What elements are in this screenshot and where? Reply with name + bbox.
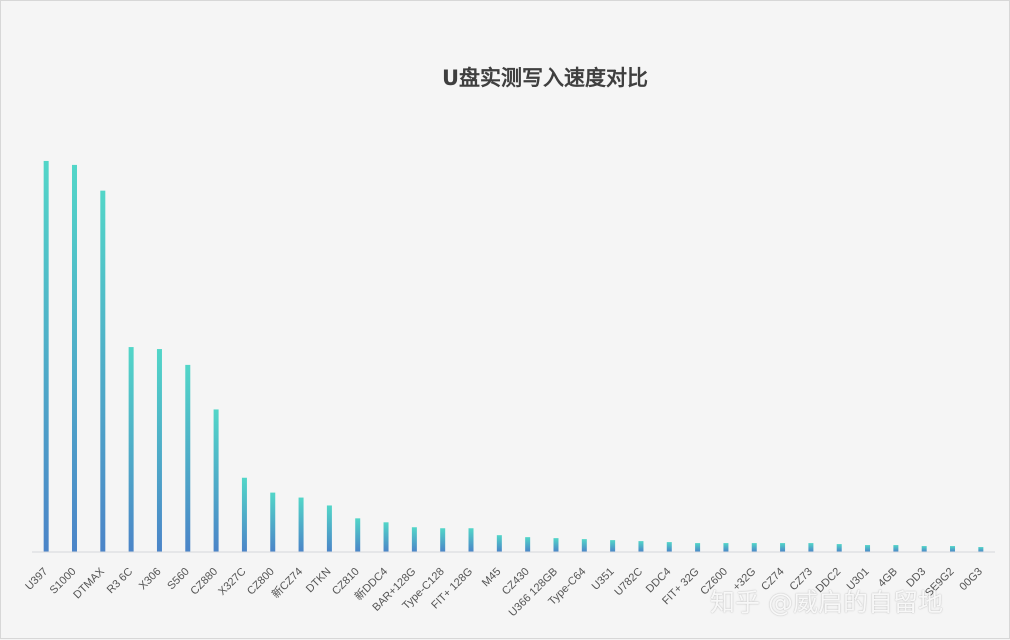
- bar-27: [808, 543, 814, 552]
- x-tick-label-32: SE9G2: [923, 566, 957, 600]
- x-tick-label-9: 新CZ74: [268, 564, 305, 601]
- x-tick-label-25: +32G: [731, 566, 759, 594]
- chart-title: U盘实测写入速度对比: [442, 66, 648, 90]
- bar-13: [411, 527, 417, 552]
- bar-11: [355, 518, 361, 552]
- bar-18: [553, 538, 559, 552]
- bar-23: [695, 543, 701, 552]
- bar-17: [525, 537, 531, 552]
- x-tick-label-2: DTMAX: [71, 565, 107, 601]
- x-tick-label-24: CZ600: [698, 566, 730, 598]
- x-tick-label-27: CZ73: [788, 566, 816, 594]
- bar-3: [128, 347, 134, 552]
- bar-30: [893, 545, 899, 552]
- x-tick-label-21: U782C: [612, 566, 645, 599]
- bar-32: [950, 546, 956, 552]
- bar-16: [496, 535, 502, 552]
- bar-28: [836, 544, 842, 552]
- bar-2: [100, 190, 106, 552]
- bar-series: [43, 160, 984, 552]
- bar-7: [241, 477, 247, 552]
- bar-6: [213, 409, 219, 552]
- bar-19: [581, 539, 587, 552]
- bar-12: [383, 522, 389, 552]
- x-tick-label-33: 00G3: [957, 566, 985, 594]
- x-tick-label-31: DD3: [904, 566, 928, 590]
- bar-25: [751, 543, 757, 552]
- x-tick-label-26: CZ74: [759, 566, 787, 594]
- bar-9: [298, 497, 304, 552]
- bar-1: [71, 164, 77, 552]
- bar-8: [270, 492, 276, 552]
- x-tick-label-30: 4GB: [876, 566, 900, 590]
- x-tick-label-16: M45: [480, 566, 504, 590]
- bar-14: [440, 528, 446, 552]
- bar-31: [921, 546, 927, 552]
- bar-26: [780, 543, 786, 552]
- x-tick-label-6: CZ880: [188, 566, 220, 598]
- bar-24: [723, 543, 729, 552]
- bar-10: [326, 505, 332, 552]
- bar-20: [610, 540, 616, 552]
- x-tick-label-10: DTKN: [304, 566, 334, 596]
- bar-33: [978, 547, 984, 552]
- bar-22: [666, 542, 672, 552]
- bar-4: [156, 349, 162, 552]
- bar-15: [468, 528, 474, 552]
- bar-29: [865, 545, 871, 552]
- x-tick-label-29: U301: [845, 566, 872, 593]
- x-tick-label-7: X327C: [216, 566, 248, 598]
- bar-5: [185, 364, 191, 552]
- bar-0: [43, 160, 49, 552]
- bar-21: [638, 541, 644, 552]
- x-tick-label-4: X306: [137, 566, 164, 593]
- x-tick-label-28: DDC2: [814, 566, 844, 596]
- x-tick-label-0: U397: [23, 566, 50, 593]
- x-tick-label-3: R3 6C: [105, 566, 136, 597]
